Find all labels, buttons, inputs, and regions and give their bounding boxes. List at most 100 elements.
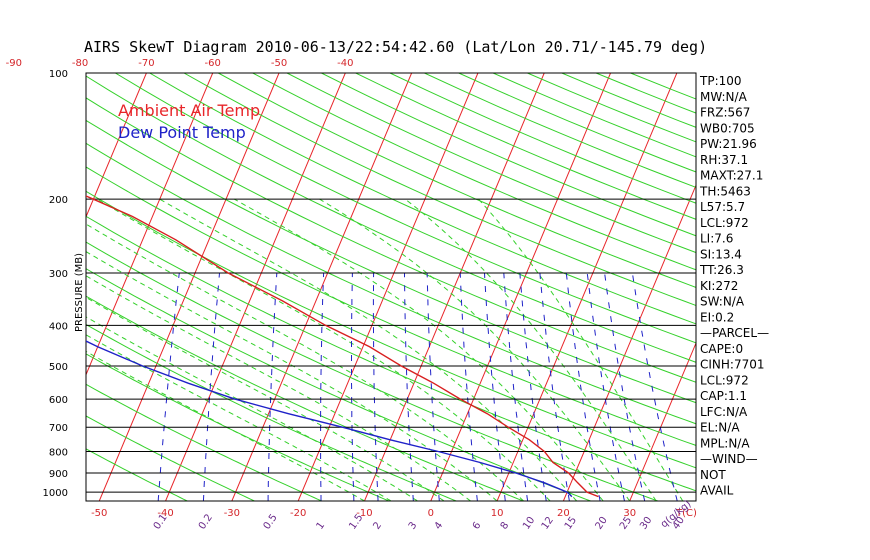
mixing-ratio-label: 10: [521, 515, 537, 532]
index-label: MPL:N/A: [700, 436, 750, 450]
legend-entry: Dew Point Temp: [118, 123, 246, 142]
isotherm-line: [496, 73, 678, 501]
dry-adiabat-line: [321, 73, 696, 237]
dry-adiabat-line: [86, 415, 255, 501]
pressure-tick-label: 700: [49, 423, 68, 434]
mixing-ratio-line: [631, 272, 678, 501]
sounding-profiles: [86, 195, 599, 498]
top-temp-tick-label: -70: [138, 58, 154, 69]
index-label: CAP:1.1: [700, 389, 747, 403]
mixing-ratio-line: [157, 272, 180, 501]
dry-adiabat-line: [115, 73, 696, 344]
dry-adiabat-line: [527, 73, 696, 143]
dry-adiabat-line: [183, 73, 696, 307]
index-label: RH:37.1: [700, 153, 748, 167]
index-label: LI:7.6: [700, 232, 733, 246]
moist-adiabat-line: [86, 275, 471, 501]
index-label: TH:5463: [699, 184, 751, 198]
index-label: PW:21.96: [700, 137, 757, 151]
dry-adiabat-line: [86, 142, 696, 425]
top-temp-tick-label: -60: [205, 58, 221, 69]
axis-labels: 1002003004005006007008009001000PRESSURE …: [6, 58, 697, 532]
isotherm-line: [629, 341, 696, 501]
index-label: AVAIL: [700, 484, 734, 498]
index-label: EL:N/A: [700, 421, 740, 435]
moist-adiabat-line: [86, 223, 524, 501]
bottom-temp-tick-label: 0: [428, 508, 434, 519]
bottom-temp-tick-label: -10: [356, 508, 372, 519]
index-label: SI:13.4: [700, 247, 742, 261]
index-label: —PARCEL—: [700, 326, 769, 340]
top-temp-tick-label: -40: [337, 58, 353, 69]
bottom-temp-tick-label: -20: [290, 508, 306, 519]
pressure-tick-label: 1000: [43, 488, 68, 499]
pressure-tick-label: 500: [49, 362, 68, 373]
isotherm-line: [297, 73, 479, 501]
dry-adiabat-line: [149, 73, 696, 325]
top-temp-tick-label: -90: [6, 58, 22, 69]
mixing-ratio-line: [565, 272, 601, 501]
moist-adiabat-line: [86, 251, 498, 501]
y-axis-label: PRESSURE (MB): [74, 253, 85, 332]
isotherm-line: [86, 73, 214, 376]
mixing-ratio-label: 1: [315, 520, 328, 532]
plot-frame: [85, 72, 697, 502]
pressure-tick-label: 300: [49, 269, 68, 280]
index-label: TP:100: [699, 74, 742, 88]
index-label: MAXT:27.1: [700, 169, 763, 183]
isotherm-line: [86, 73, 147, 219]
top-temp-tick-label: -80: [72, 58, 88, 69]
dry-adiabat-line: [286, 73, 696, 254]
mixing-ratio-label: 30: [638, 515, 654, 532]
bottom-temp-tick-label: 20: [557, 508, 570, 519]
dry-adiabat-line: [355, 73, 696, 220]
mixing-ratio-label: 0.5: [262, 512, 280, 531]
dry-adiabat-line: [86, 383, 322, 501]
legend-entry: Ambient Air Temp: [118, 101, 260, 120]
moist-adiabat-line: [234, 198, 604, 501]
mixing-ratio-line: [459, 272, 478, 501]
mixing-ratio-line: [267, 272, 278, 501]
dry-adiabat-line: [86, 75, 696, 363]
index-label: SW:N/A: [700, 295, 745, 309]
mixing-ratio-label: 2: [371, 520, 384, 532]
chart-legend: Ambient Air Temp Dew Point Temp: [118, 101, 260, 142]
moist-adiabat-line: [86, 316, 418, 501]
index-label: KI:272: [700, 279, 738, 293]
index-label: LCL:972: [700, 373, 749, 387]
index-label: —WIND—: [700, 452, 758, 466]
index-label: EI:0.2: [700, 310, 734, 324]
isotherm-line: [0, 73, 80, 501]
bottom-temp-tick-label: -50: [91, 508, 107, 519]
moist-adiabat-line: [319, 198, 631, 501]
index-label: LCL:972: [700, 216, 749, 230]
mixing-ratio-line: [202, 272, 220, 501]
mixing-ratio-label: 0.2: [197, 512, 215, 531]
dry-adiabat-line: [86, 119, 696, 404]
mixing-ratio-line: [586, 272, 625, 501]
dry-adiabat-line: [86, 215, 696, 492]
index-label: MW:N/A: [700, 90, 748, 104]
dry-adiabat-line: [86, 166, 696, 446]
isotherm-line: [231, 73, 413, 501]
pressure-tick-label: 200: [49, 195, 68, 206]
dry-adiabat-line: [86, 295, 524, 501]
isotherm-line: [98, 73, 280, 501]
pressure-tick-label: 400: [49, 321, 68, 332]
bottom-temp-tick-label: -30: [224, 508, 240, 519]
index-label: CAPE:0: [700, 342, 743, 356]
pressure-tick-label: 900: [49, 469, 68, 480]
bottom-temp-tick-label: 10: [491, 508, 504, 519]
chart-title: AIRS SkewT Diagram 2010-06-13/22:54:42.6…: [84, 38, 707, 56]
index-label: LFC:N/A: [700, 405, 748, 419]
mixing-ratio-line: [604, 272, 646, 501]
moist-adiabat-line: [159, 198, 578, 501]
index-label: CINH:7701: [700, 358, 765, 372]
index-label: TT:26.3: [699, 263, 744, 277]
index-label: WB0:705: [700, 121, 755, 135]
moist-adiabat-line: [86, 296, 445, 501]
mixing-ratio-line: [320, 272, 325, 501]
isotherm-line: [0, 73, 14, 501]
dewpoint-temp-line: [86, 340, 573, 498]
